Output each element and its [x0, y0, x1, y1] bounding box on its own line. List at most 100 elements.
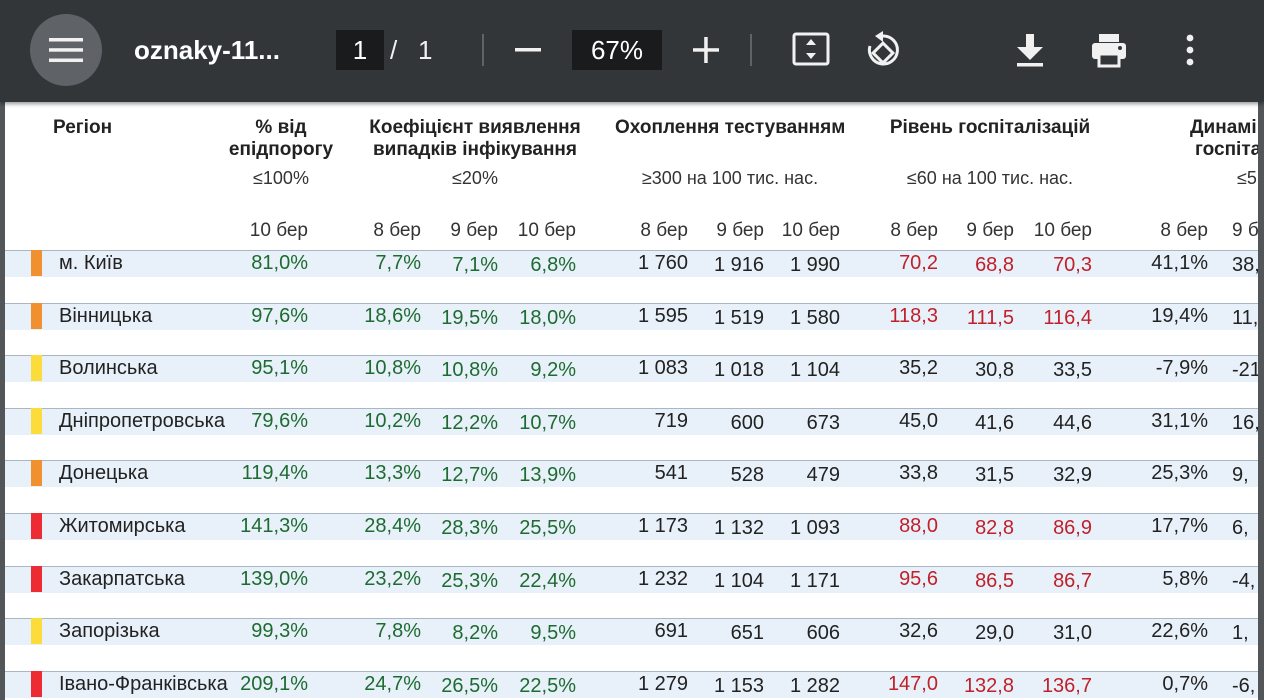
risk-level-marker	[31, 618, 42, 645]
cell-epi-10: 79,6%	[251, 409, 308, 432]
cell-dyn-8: 19,4%	[1151, 304, 1208, 327]
cell-region: м. Київ	[59, 252, 123, 274]
cell-coef-8: 10,2%	[364, 409, 421, 432]
cell-hosp-10: 32,9	[1053, 464, 1092, 487]
cell-test-10: 1 282	[789, 674, 840, 697]
period-dyn-8: 8 бер	[1160, 220, 1208, 241]
header-region: Регіон	[53, 117, 113, 138]
cell-coef-9: 12,2%	[441, 411, 498, 434]
cell-epi-10: 99,3%	[251, 620, 308, 643]
period-hosp-9: 9 бер	[966, 220, 1014, 241]
cell-hosp-9: 29,0	[975, 622, 1014, 645]
cell-hosp-10: 86,7	[1053, 569, 1092, 592]
cell-hosp-9: 132,8	[963, 674, 1014, 697]
cell-coef-8: 13,3%	[364, 462, 421, 485]
page-number-input[interactable]: 1	[336, 30, 384, 70]
cell-region: Донецька	[59, 462, 149, 485]
cell-epi-10: 97,6%	[251, 304, 308, 327]
cell-hosp-10: 44,6	[1053, 411, 1092, 434]
cell-region: Закарпатська	[59, 567, 185, 590]
cell-region: Дніпропетровська	[59, 409, 225, 432]
header-testing: Охоплення тестуванням	[615, 117, 846, 138]
header-coef-line2: випадків інфікування	[373, 139, 577, 160]
header-epi-line2: епідпорогу	[228, 139, 334, 160]
cell-test-9: 1 916	[713, 254, 764, 276]
cell-hosp-8: 147,0	[887, 672, 938, 695]
plus-icon	[693, 37, 719, 63]
cell-coef-10: 9,2%	[530, 359, 576, 382]
risk-level-marker	[31, 460, 42, 487]
period-test-10: 10 бер	[781, 220, 840, 241]
cell-test-10: 1 093	[789, 517, 840, 539]
cell-test-8: 1 083	[637, 357, 688, 380]
zoom-input[interactable]: 67%	[572, 30, 662, 70]
cell-coef-10: 22,5%	[519, 674, 576, 697]
cell-dyn-9: -6,	[1232, 674, 1256, 697]
cell-dyn-9: 1,	[1232, 622, 1249, 645]
fit-to-page-button[interactable]	[792, 31, 830, 72]
rotate-icon	[867, 31, 899, 66]
cell-test-9: 528	[730, 464, 764, 487]
more-options-button[interactable]	[1176, 30, 1204, 75]
period-hosp-8: 8 бер	[890, 220, 938, 241]
cell-test-10: 673	[806, 411, 840, 434]
cell-dyn-8: -7,9%	[1155, 357, 1208, 380]
cell-region: Волинська	[59, 357, 158, 380]
cell-test-10: 606	[806, 622, 840, 645]
cell-hosp-8: 35,2	[899, 357, 938, 380]
cell-hosp-8: 70,2	[899, 252, 938, 274]
rotate-button[interactable]	[864, 30, 902, 75]
row-band	[5, 355, 1258, 383]
cell-coef-9: 25,3%	[441, 569, 498, 592]
table-row: Закарпатська 139,0% 23,2% 25,3% 22,4% 1 232 1 …	[5, 565, 1258, 618]
cell-dyn-9: 16,	[1232, 411, 1258, 434]
table-row: Донецька 119,4% 13,3% 12,7% 13,9% 541 528 479 33…	[5, 460, 1258, 512]
cell-test-9: 1 519	[713, 306, 764, 329]
cell-hosp-8: 118,3	[889, 304, 938, 327]
cell-hosp-8: 32,6	[899, 620, 938, 643]
row-band	[5, 670, 1258, 698]
period-coef-10: 10 бер	[517, 220, 576, 241]
cell-coef-10: 13,9%	[519, 464, 576, 487]
cell-dyn-9: 9,	[1232, 464, 1249, 487]
cell-hosp-9: 41,6	[975, 411, 1014, 434]
menu-button[interactable]	[30, 14, 102, 86]
cell-epi-10: 141,3%	[240, 515, 308, 537]
minus-icon	[515, 48, 541, 52]
cell-dyn-9: -4,	[1232, 569, 1256, 592]
cell-coef-10: 22,4%	[519, 569, 576, 592]
cell-coef-8: 7,7%	[375, 252, 421, 274]
print-button[interactable]	[1090, 30, 1128, 75]
period-test-8: 8 бер	[640, 220, 688, 241]
document-title: oznaky-11...	[134, 35, 280, 65]
threshold-hospitalization: ≤60 на 100 тис. нас.	[906, 168, 1074, 188]
cell-test-8: 1 173	[637, 515, 688, 537]
row-band	[5, 513, 1258, 540]
page-separator: /	[390, 35, 398, 65]
zoom-out-button[interactable]	[512, 32, 544, 68]
table-row: Запорізька 99,3% 7,8% 8,2% 9,5% 691 651 606 32,6…	[5, 618, 1258, 670]
zoom-in-button[interactable]	[690, 32, 722, 68]
cell-coef-8: 23,2%	[364, 567, 421, 590]
cell-coef-9: 12,7%	[441, 464, 498, 487]
cell-coef-9: 19,5%	[441, 306, 498, 329]
cell-epi-10: 209,1%	[240, 672, 308, 695]
cell-dyn-9: 38,	[1232, 254, 1258, 276]
cell-coef-9: 8,2%	[452, 622, 498, 645]
cell-dyn-8: 22,6%	[1151, 620, 1208, 643]
threshold-dynamics: ≤5	[1237, 168, 1257, 188]
row-band	[5, 250, 1258, 277]
cell-dyn-9: -21,	[1232, 359, 1258, 382]
table-row: Волинська 95,1% 10,8% 10,8% 9,2% 1 083 1 018 1 …	[5, 355, 1258, 407]
cell-test-8: 1 595	[637, 304, 688, 327]
table-row: Житомирська 141,3% 28,4% 28,3% 25,5% 1 173 1 1…	[5, 513, 1258, 565]
cell-coef-10: 10,7%	[519, 411, 576, 434]
row-band	[5, 460, 1258, 488]
period-epi-10: 10 бер	[249, 220, 308, 241]
cell-test-8: 1 760	[637, 252, 688, 274]
cell-test-10: 1 171	[789, 569, 840, 592]
cell-region: Запорізька	[59, 620, 160, 643]
period-test-9: 9 бер	[716, 220, 764, 241]
header-dynamics-line1: Динамі	[1190, 117, 1257, 138]
download-button[interactable]	[1012, 30, 1048, 75]
